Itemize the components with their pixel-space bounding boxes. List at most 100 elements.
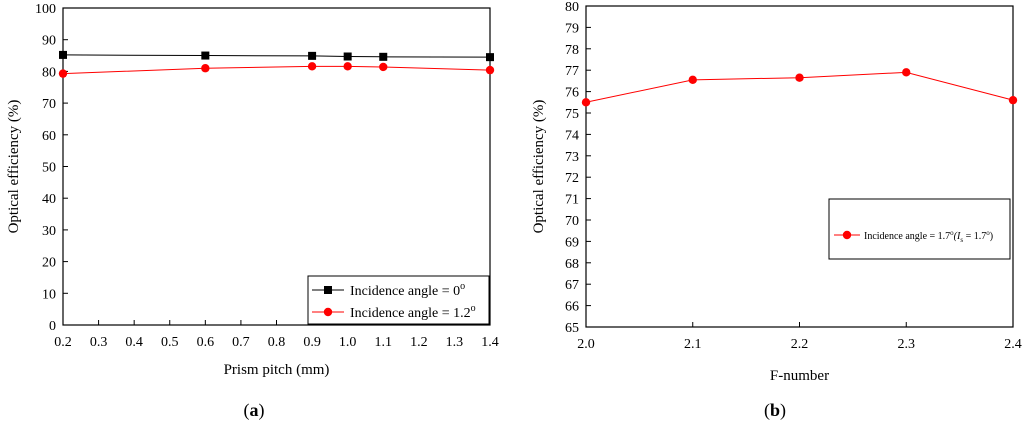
- chart-b-series-0-point-4: [1008, 95, 1018, 105]
- chart-b-x-tick-label-1: 2.1: [684, 337, 702, 352]
- chart-b-y-tick-label-8: 73: [565, 150, 579, 165]
- chart-a-x-tick-label-8: 1.0: [339, 335, 357, 350]
- chart-b-y-axis-label: Optical efficiency (%): [531, 100, 547, 234]
- chart-b-y-tick-label-13: 78: [565, 43, 579, 58]
- chart-b: 2.0 2.1 2.2 2.3 2.4 65 66 67 68 69 70 71 72 73 74 75 76 7…: [531, 0, 1022, 421]
- chart-b-y-tick-label-5: 70: [565, 214, 579, 229]
- chart-a-caption: (a): [244, 400, 265, 421]
- chart-a-series-1-point-5: [485, 65, 495, 75]
- chart-a-y-tick-label-10: 100: [35, 2, 56, 17]
- chart-b-legend-text-0: Incidence angle = 1.7: [864, 231, 950, 242]
- chart-a-x-tick-label-9: 1.1: [375, 335, 393, 350]
- chart-a-series-0-point-3: [343, 52, 352, 61]
- chart-b-x-tick-label-0: 2.0: [577, 337, 595, 352]
- chart-a-series-1-point-3: [343, 62, 352, 71]
- chart-b-legend-suffix-0: (I: [954, 231, 961, 242]
- chart-b-series: [581, 68, 1018, 107]
- chart-a-x-tick-label-1: 0.3: [90, 335, 108, 350]
- chart-a-y-tick-label-4: 40: [42, 192, 56, 207]
- chart-a-y-tick-label-6: 60: [42, 129, 56, 144]
- chart-b-y-tick-label-6: 71: [565, 193, 579, 208]
- chart-a-y-tick-label-9: 90: [42, 34, 56, 49]
- chart-a-series-0-point-0: [59, 50, 67, 59]
- chart-a-legend-sup-0: o: [460, 281, 465, 292]
- chart-b-axes: 2.0 2.1 2.2 2.3 2.4 65 66 67 68 69 70 71 72 73 74 75 76 7…: [565, 0, 1022, 352]
- chart-b-y-tick-label-9: 74: [565, 128, 579, 143]
- chart-b-series-0-point-0: [581, 98, 591, 107]
- chart-a-y-axis-label: Optical efficiency (%): [6, 100, 22, 234]
- chart-b-x-tick-label-4: 2.4: [1004, 337, 1022, 352]
- chart-b-caption-open: (: [764, 400, 770, 421]
- chart-b-y-tick-label-0: 65: [565, 321, 579, 336]
- chart-a: 0.2 0.3 0.4 0.5 0.6 0.7 0.8 0.9 1.0 1.1 1.2 1.3 1.4 0…: [6, 2, 499, 421]
- chart-a-series-1-line: [62, 65, 491, 75]
- chart-b-series-0-point-2: [795, 73, 804, 82]
- chart-b-y-tick-label-12: 77: [565, 64, 579, 79]
- chart-a-series-1-point-2: [307, 62, 317, 71]
- chart-a-x-tick-label-12: 1.4: [481, 335, 499, 350]
- chart-a-legend-label-1: Incidence angle = 1.2o: [350, 303, 476, 321]
- chart-a-series-0-point-5: [486, 53, 494, 62]
- chart-a-series-0-point-2: [308, 51, 317, 60]
- chart-b-legend-end-0: ): [990, 231, 993, 242]
- chart-a-legend-marker-0: [324, 286, 332, 294]
- chart-a-y-tick-label-8: 80: [42, 65, 56, 80]
- chart-b-x-axis-label: F-number: [770, 368, 829, 384]
- chart-b-y-tick-label-11: 76: [565, 86, 579, 101]
- chart-b-legend: Incidence angle = 1.7o(Is = 1.7o): [828, 198, 1011, 260]
- chart-b-series-0-point-1: [688, 75, 697, 85]
- chart-b-x-tick-label-2: 2.2: [791, 337, 809, 352]
- chart-b-legend-marker-0: [842, 230, 852, 240]
- chart-a-legend: Incidence angle = 0o Incidence angle = 1…: [307, 275, 490, 325]
- chart-a-series-1-point-0: [58, 69, 68, 78]
- chart-a-series-1-point-4: [379, 62, 388, 72]
- chart-a-x-axis-label: Prism pitch (mm): [224, 362, 330, 378]
- chart-b-plot-area: [585, 5, 1014, 328]
- chart-a-caption-open: (: [244, 400, 250, 421]
- chart-a-series-0-point-1: [201, 51, 210, 60]
- chart-a-x-tick-label-6: 0.8: [268, 335, 286, 350]
- chart-b-y-tick-label-15: 80: [565, 0, 579, 15]
- chart-b-y-tick-label-1: 66: [565, 300, 579, 315]
- chart-a-caption-letter: a: [250, 400, 259, 420]
- chart-a-series-1-point-1: [201, 64, 210, 73]
- chart-a-legend-label-0: Incidence angle = 0o: [350, 281, 465, 299]
- chart-a-legend-sup-1: o: [471, 303, 476, 314]
- chart-a-x-tick-label-2: 0.4: [125, 335, 143, 350]
- chart-b-y-tick-label-2: 67: [565, 278, 579, 293]
- chart-b-legend-label-0: Incidence angle = 1.7o(Is = 1.7o): [864, 229, 993, 244]
- chart-b-legend-sup-0: o: [950, 229, 954, 237]
- chart-b-legend-sub-0: s: [960, 236, 963, 244]
- chart-a-y-tick-label-2: 20: [42, 256, 56, 271]
- chart-b-y-tick-label-10: 75: [565, 107, 579, 122]
- chart-a-legend-text-1: Incidence angle = 1.2: [350, 306, 471, 321]
- chart-a-axes: 0.2 0.3 0.4 0.5 0.6 0.7 0.8 0.9 1.0 1.1 1.2 1.3 1.4 0…: [35, 2, 499, 350]
- chart-a-y-tick-label-1: 10: [42, 287, 56, 302]
- chart-b-legend-box: [828, 198, 1011, 260]
- chart-a-x-tick-label-4: 0.6: [197, 335, 215, 350]
- chart-a-caption-close: ): [259, 400, 265, 421]
- chart-a-x-tick-label-10: 1.2: [410, 335, 428, 350]
- chart-a-y-tick-label-5: 50: [42, 161, 56, 176]
- chart-b-legend-mid-0: = 1.7: [963, 231, 986, 242]
- chart-b-x-tick-label-3: 2.3: [898, 337, 916, 352]
- chart-b-caption-letter: b: [770, 400, 780, 420]
- chart-a-x-tick-label-7: 0.9: [303, 335, 321, 350]
- chart-a-legend-marker-1: [323, 307, 333, 317]
- chart-b-series-0-point-3: [902, 68, 911, 77]
- chart-b-y-tick-label-3: 68: [565, 257, 579, 272]
- chart-b-legend-sup2-0: o: [986, 229, 990, 237]
- chart-a-legend-entry-0: Incidence angle = 0o: [312, 281, 465, 299]
- chart-a-series-0-line: [62, 54, 491, 58]
- chart-a-y-tick-label-3: 30: [42, 224, 56, 239]
- chart-a-legend-entry-1: Incidence angle = 1.2o: [312, 303, 476, 321]
- chart-a-x-tick-label-0: 0.2: [54, 335, 72, 350]
- chart-a-x-tick-label-3: 0.5: [161, 335, 179, 350]
- chart-a-x-tick-label-5: 0.7: [232, 335, 250, 350]
- chart-b-y-tick-label-7: 72: [565, 171, 579, 186]
- chart-a-y-tick-label-0: 0: [49, 319, 56, 334]
- chart-a-series: [58, 50, 495, 78]
- chart-b-y-tick-label-14: 79: [565, 21, 579, 36]
- chart-a-series-0-point-4: [379, 52, 388, 61]
